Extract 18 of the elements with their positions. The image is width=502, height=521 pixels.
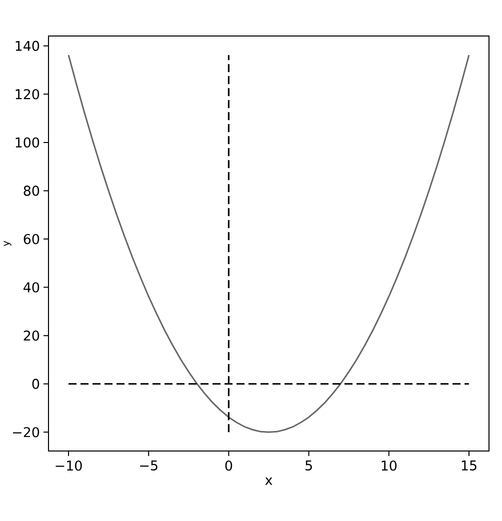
y-tick-label: 40 bbox=[24, 282, 40, 292]
x-tick-label: −5 bbox=[140, 460, 158, 471]
x-tick-label: −10 bbox=[56, 460, 82, 471]
x-tick-label: 0 bbox=[225, 460, 232, 471]
x-axis-title: x bbox=[265, 478, 272, 485]
x-tick-label: 15 bbox=[462, 460, 476, 471]
y-axis-title: y bbox=[4, 240, 12, 246]
y-tick-label: 20 bbox=[24, 330, 40, 341]
x-tick-label: 10 bbox=[382, 460, 397, 471]
y-tick-label: 0 bbox=[32, 378, 40, 389]
y-tick-label: 80 bbox=[24, 186, 40, 196]
y-tick-label: 140 bbox=[16, 40, 40, 51]
y-tick-label: 120 bbox=[16, 89, 40, 100]
y-tick-label: −20 bbox=[13, 427, 40, 438]
y-tick-label: 60 bbox=[24, 234, 40, 244]
y-tick-label: 100 bbox=[16, 137, 40, 148]
x-tick-label: 5 bbox=[306, 460, 312, 471]
line-series bbox=[68, 54, 470, 433]
